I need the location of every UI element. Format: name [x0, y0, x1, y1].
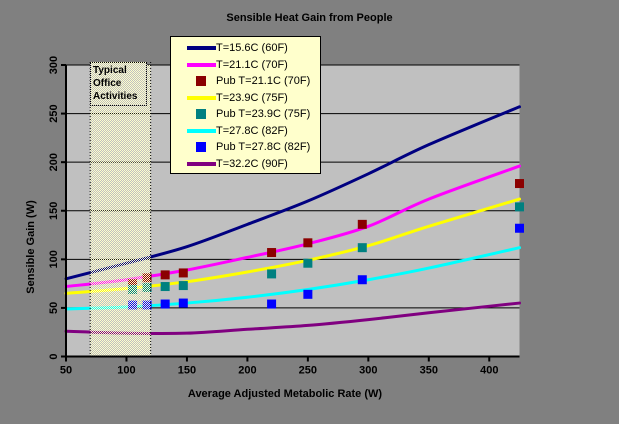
y-tick-label: 0 — [48, 353, 60, 359]
x-tick-label: 150 — [178, 365, 196, 377]
data-point — [303, 238, 313, 248]
data-point — [357, 219, 367, 229]
legend-label: Pub T=21.1C (70F) — [216, 75, 311, 88]
annotation-text-line: Office — [93, 78, 122, 89]
y-tick-label: 100 — [48, 250, 60, 268]
legend-line-marker — [171, 95, 216, 100]
data-point — [267, 269, 277, 279]
x-tick-label: 250 — [299, 365, 317, 377]
legend-line-marker — [171, 46, 216, 51]
x-axis-title: Average Adjusted Metabolic Rate (W) — [187, 388, 383, 400]
x-tick-label: 350 — [420, 365, 438, 377]
legend-item: T=32.2C (90F) — [171, 156, 320, 173]
legend: T=15.6C (60F) T=21.1C (70F) Pub T=21.1C (7… — [170, 36, 321, 174]
data-point — [357, 275, 367, 285]
data-point — [357, 243, 367, 253]
legend-item: T=15.6C (60F) — [171, 40, 320, 57]
legend-square-marker — [171, 142, 216, 153]
x-tick-label: 50 — [60, 365, 72, 377]
legend-item: Pub T=27.8C (82F) — [171, 139, 320, 156]
y-tick-label: 300 — [48, 56, 60, 74]
y-tick-label: 50 — [48, 302, 60, 314]
x-tick-label: 100 — [117, 365, 135, 377]
data-point — [178, 281, 188, 291]
legend-marker-swatch — [187, 95, 216, 100]
y-tick-label: 150 — [48, 202, 60, 220]
chart-title: Sensible Heat Gain from People — [226, 12, 393, 24]
legend-line-marker — [171, 128, 216, 133]
data-point — [515, 179, 524, 189]
legend-line-marker — [171, 62, 216, 67]
legend-label: T=23.9C (75F) — [216, 91, 288, 104]
legend-item: T=21.1C (70F) — [171, 57, 320, 74]
legend-marker-swatch — [196, 76, 206, 87]
data-point — [303, 258, 313, 268]
legend-marker-swatch — [187, 128, 216, 133]
legend-label: T=21.1C (70F) — [216, 58, 288, 71]
legend-marker-swatch — [196, 109, 206, 120]
data-point — [178, 298, 188, 308]
data-point — [515, 223, 524, 233]
y-tick-label: 200 — [48, 153, 60, 171]
legend-marker-swatch — [196, 142, 206, 153]
x-tick-label: 300 — [359, 365, 377, 377]
legend-marker-swatch — [187, 46, 216, 51]
data-point — [160, 299, 170, 309]
legend-label: T=27.8C (82F) — [216, 124, 288, 137]
data-point — [515, 202, 524, 212]
annotation-text-line: Activities — [93, 91, 138, 102]
legend-label: T=15.6C (60F) — [216, 42, 288, 55]
data-point — [160, 270, 170, 280]
legend-label: T=32.2C (90F) — [216, 157, 288, 170]
legend-label: Pub T=23.9C (75F) — [216, 108, 311, 121]
y-axis-title: Sensible Gain (W) — [25, 200, 37, 294]
y-tick-label: 250 — [48, 104, 60, 122]
legend-label: Pub T=27.8C (82F) — [216, 141, 311, 154]
activity-band — [90, 65, 151, 357]
annotation-text-line: Typical — [93, 65, 127, 76]
legend-item: T=27.8C (82F) — [171, 123, 320, 140]
legend-square-marker — [171, 76, 216, 87]
legend-square-marker — [171, 109, 216, 120]
legend-line-marker — [171, 161, 216, 166]
annotation-typical-office-activities: Typical Office Activities — [90, 62, 147, 106]
legend-marker-swatch — [187, 161, 216, 166]
legend-item: Pub T=23.9C (75F) — [171, 106, 320, 123]
legend-item: Pub T=21.1C (70F) — [171, 73, 320, 90]
x-tick-label: 200 — [238, 365, 256, 377]
legend-marker-swatch — [187, 62, 216, 67]
data-point — [303, 289, 313, 299]
data-point — [267, 248, 277, 258]
legend-item: T=23.9C (75F) — [171, 90, 320, 107]
data-point — [160, 282, 170, 292]
data-point — [267, 299, 277, 309]
data-point — [178, 268, 188, 278]
x-tick-label: 400 — [480, 365, 498, 377]
